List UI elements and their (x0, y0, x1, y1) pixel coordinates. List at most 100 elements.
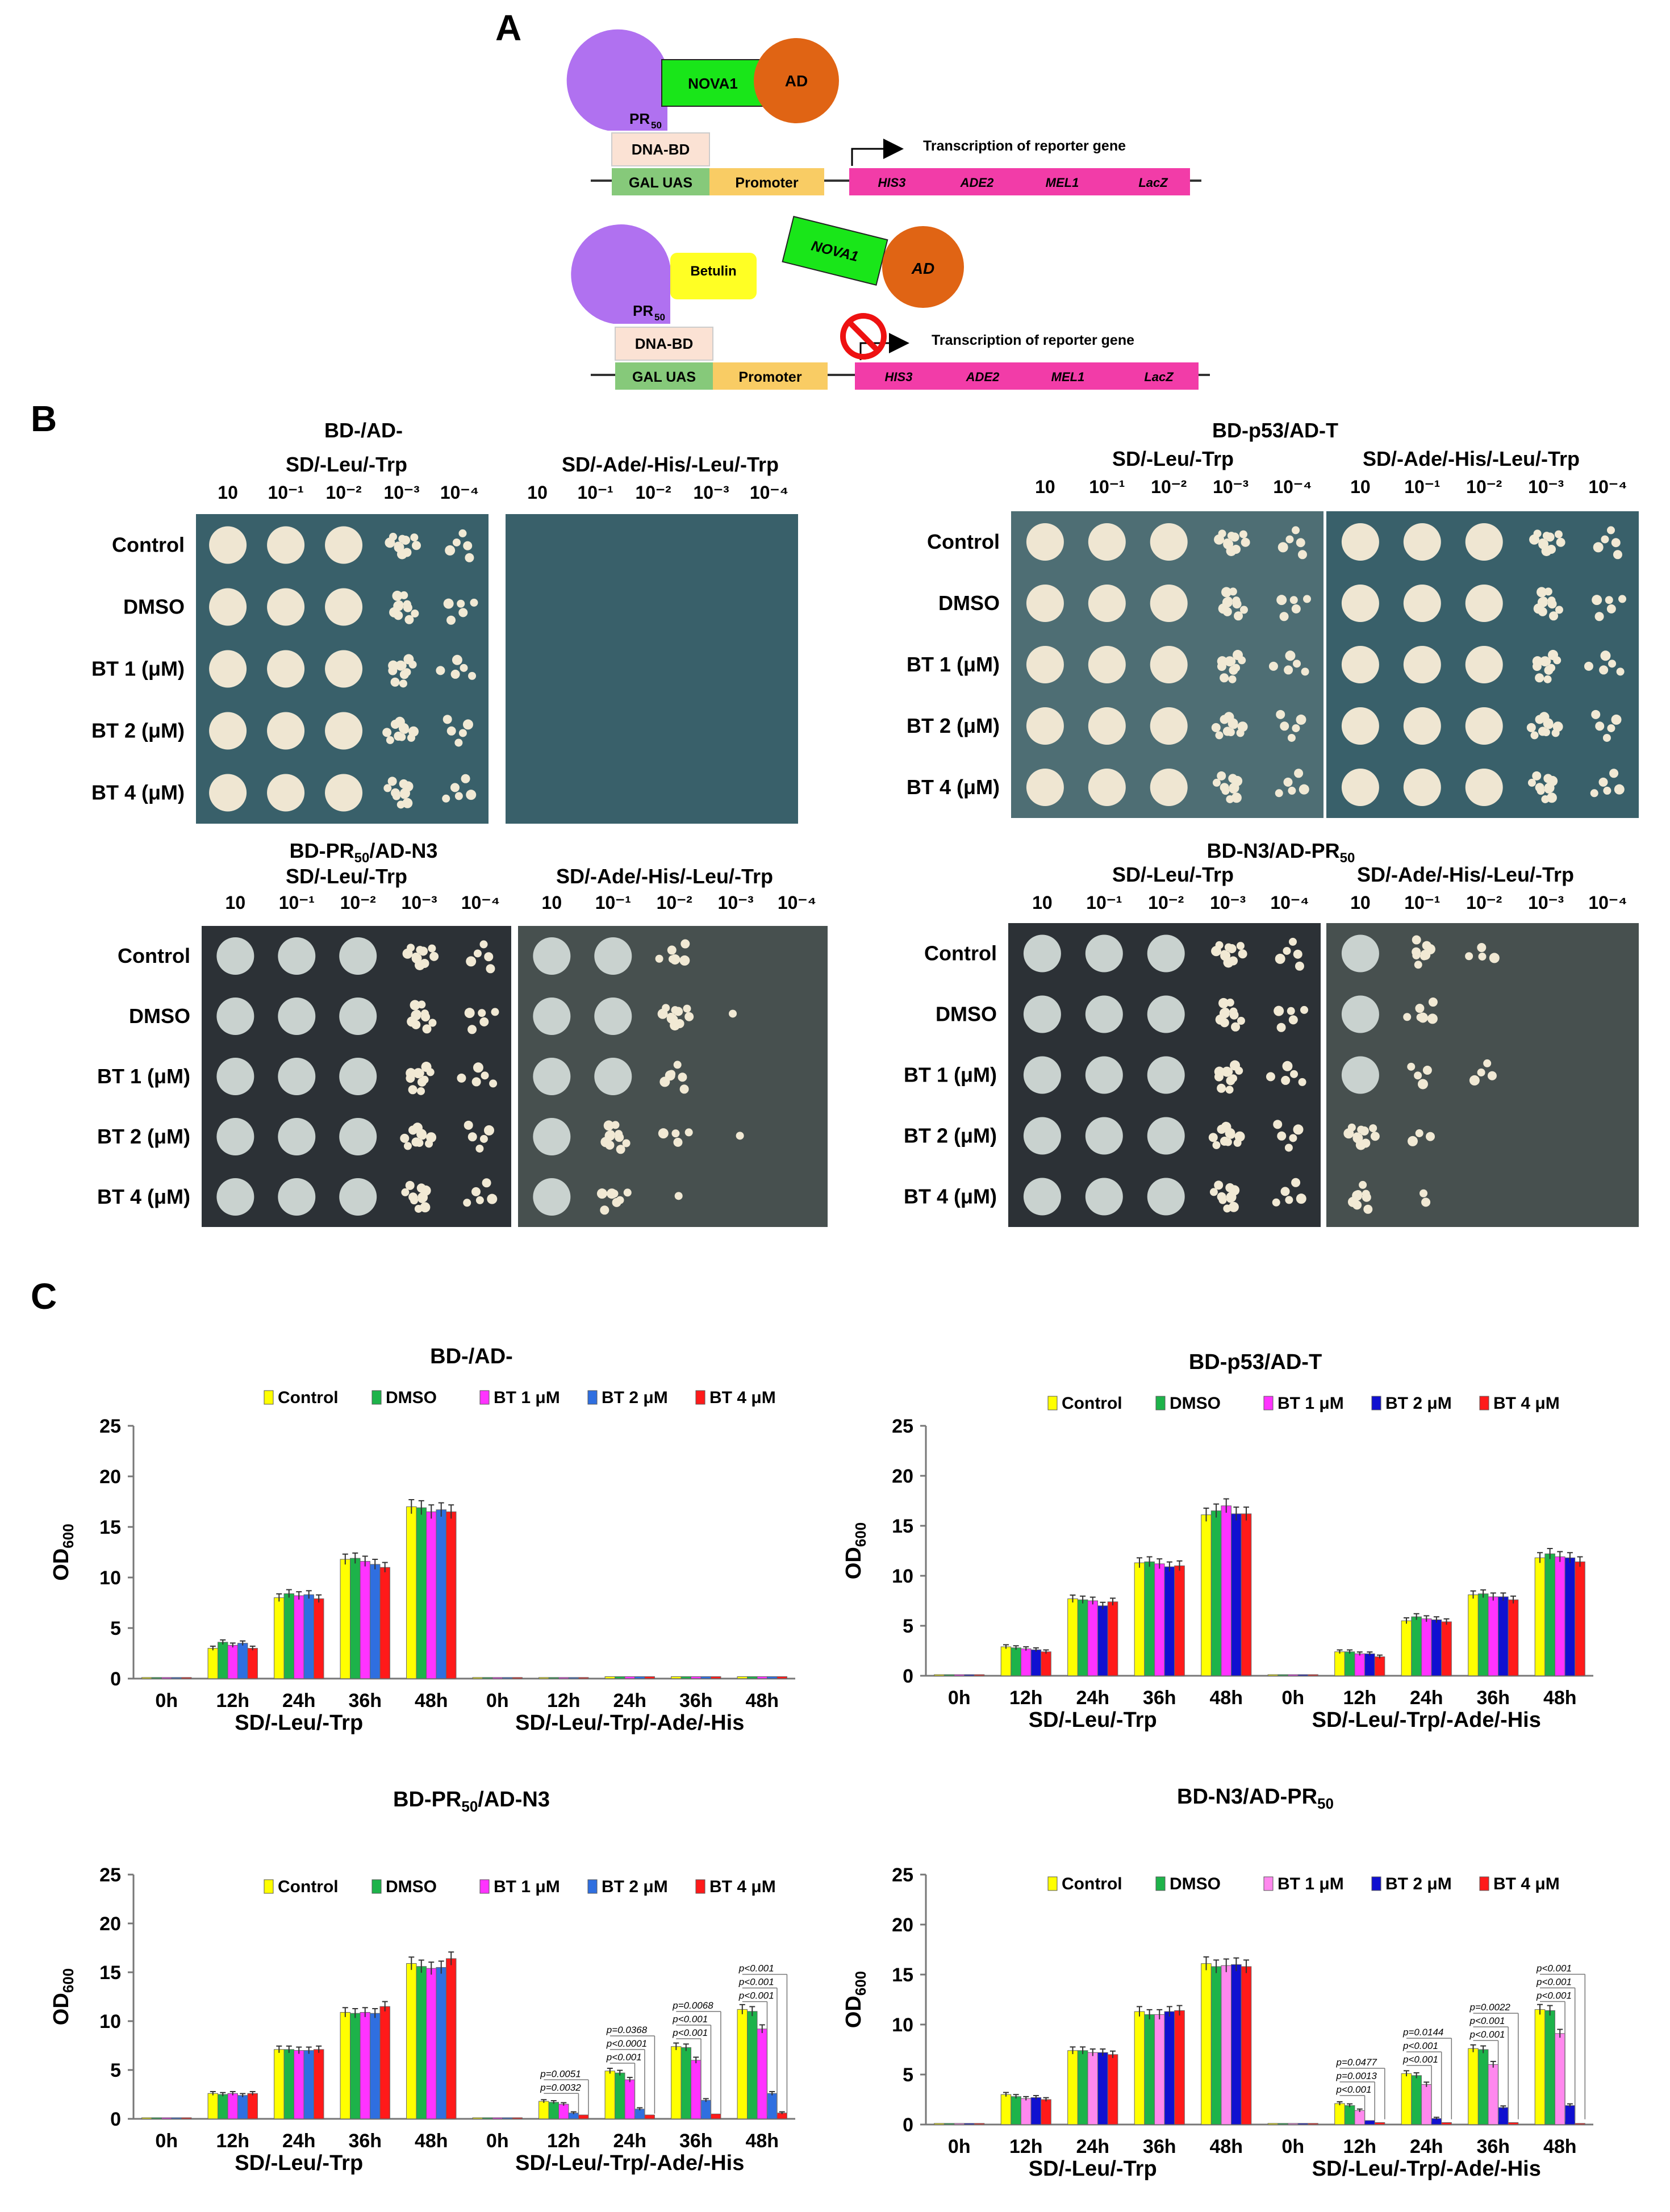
yeast-colony (1214, 1072, 1224, 1082)
yeast-colony (679, 955, 690, 966)
y-tick-label: 10 (892, 2014, 913, 2036)
yeast-colony (1603, 786, 1611, 795)
y-tick-label: 25 (99, 1864, 121, 1886)
yeast-colony (1556, 537, 1565, 547)
bar (218, 1642, 228, 1679)
legend-label: DMSO (1170, 1394, 1221, 1413)
yeast-colony (1352, 1200, 1362, 1210)
yeast-colony (411, 1020, 421, 1029)
bar (1144, 1561, 1155, 1676)
x-tick-label: 0h (486, 2130, 509, 2152)
reporter-genes-box (849, 168, 1190, 195)
yeast-colony (1229, 782, 1239, 793)
transcription-label: Transcription of reporter gene (923, 138, 1126, 154)
yeast-colony (410, 1000, 420, 1011)
legend-label: BT 1 μM (1277, 1394, 1344, 1413)
dilution-label: 10⁻⁴ (440, 482, 479, 503)
y-tick-label: 25 (99, 1416, 121, 1437)
panel-label-b: B (31, 398, 57, 439)
dilution-label: 10⁻⁴ (1588, 892, 1627, 913)
yeast-colony (1369, 1124, 1377, 1133)
bar (1000, 1646, 1012, 1676)
yeast-colony (1537, 587, 1547, 598)
dilution-label: 10⁻¹ (577, 482, 613, 503)
yeast-colony (1469, 1075, 1480, 1086)
yeast-colony (445, 545, 456, 556)
dilution-label: 10⁻¹ (268, 482, 303, 503)
yeast-colony (605, 1140, 615, 1150)
bar (482, 1677, 493, 1679)
dilution-label: 10⁻⁴ (750, 482, 788, 503)
bar (644, 2114, 655, 2119)
treatment-row-label: DMSO (938, 591, 1000, 615)
yeast-spot (278, 1118, 316, 1155)
yeast-colony (1217, 662, 1226, 671)
legend-label: BT 2 μM (1385, 1875, 1452, 1893)
yeast-colony (1229, 1074, 1238, 1083)
bar (1210, 1966, 1222, 2125)
dilution-label: 10⁻² (657, 892, 692, 913)
yeast-colony (1298, 1078, 1306, 1086)
bar (502, 2117, 513, 2119)
yeast-colony (420, 958, 429, 968)
bar (416, 1966, 427, 2119)
group-label: SD/-Leu/-Trp/-Ade/-His (515, 2151, 744, 2175)
yeast-colony (1231, 792, 1242, 803)
legend-swatch (371, 1390, 382, 1405)
y-tick-label: 15 (892, 1964, 913, 1986)
bar (1334, 1651, 1345, 1676)
yeast-colony (1607, 724, 1615, 732)
x-tick-label: 12h (1343, 2136, 1376, 2157)
dilution-label: 10⁻¹ (1404, 892, 1440, 913)
p-value-label: p=0.0368 (606, 2025, 648, 2035)
dilution-label: 10⁻¹ (1089, 477, 1125, 497)
x-tick-label: 24h (1410, 2136, 1443, 2157)
yeast-colony (1224, 1138, 1232, 1146)
yeast-colony (665, 1070, 675, 1081)
bar (1508, 2122, 1519, 2125)
yeast-colony (1527, 778, 1536, 787)
yeast-colony (417, 1087, 425, 1095)
bar (1308, 1674, 1318, 1676)
yeast-colony (452, 654, 462, 665)
p-value-label: p<0.001 (738, 1990, 774, 2001)
yeast-colony (678, 1072, 687, 1082)
bar (181, 2117, 192, 2119)
bar-chart: BD-p53/AD-T Control DMSO BT 1 μM BT 2 μM BT 4… (842, 1350, 1593, 1732)
bar (369, 2013, 381, 2119)
legend-swatch (1479, 1876, 1489, 1891)
bar (436, 1509, 446, 1679)
yeast-colony (603, 1120, 614, 1131)
yeast-colony (412, 541, 421, 550)
legend-swatch (479, 1879, 490, 1894)
bar (227, 1645, 238, 1679)
bar (1421, 2084, 1432, 2125)
yeast-colony (398, 723, 409, 733)
legend-label: BT 1 μM (494, 1388, 560, 1407)
yeast-colony (1214, 534, 1225, 545)
bar (492, 1677, 503, 1679)
y-axis-label: OD600 (49, 1968, 77, 2025)
yeast-spot (594, 937, 632, 975)
bar (151, 1677, 162, 1679)
dilution-label: 10⁻⁴ (1273, 477, 1312, 497)
dilution-label: 10⁻⁴ (461, 892, 500, 913)
y-tick-label: 15 (99, 1517, 121, 1538)
legend-label: DMSO (1170, 1875, 1221, 1893)
yeast-colony (1233, 650, 1243, 661)
bar (1477, 2049, 1489, 2125)
yeast-spot (267, 774, 305, 812)
p-value-label: p<0.001 (1536, 1963, 1572, 1974)
legend-label: BT 1 μM (1277, 1875, 1344, 1893)
x-tick-label: 36h (1143, 2136, 1176, 2157)
yeast-colony (404, 615, 414, 624)
y-tick-label: 20 (99, 1466, 121, 1488)
bar (954, 2123, 965, 2125)
legend-label: BT 4 μM (709, 1388, 776, 1407)
yeast-spot (1341, 1056, 1379, 1094)
yeast-colony (1422, 1065, 1432, 1075)
p-value-label: p<0.001 (672, 2027, 708, 2038)
yeast-colony (1303, 595, 1312, 603)
yeast-colony (1277, 1131, 1287, 1141)
yeast-spot (278, 1178, 316, 1216)
